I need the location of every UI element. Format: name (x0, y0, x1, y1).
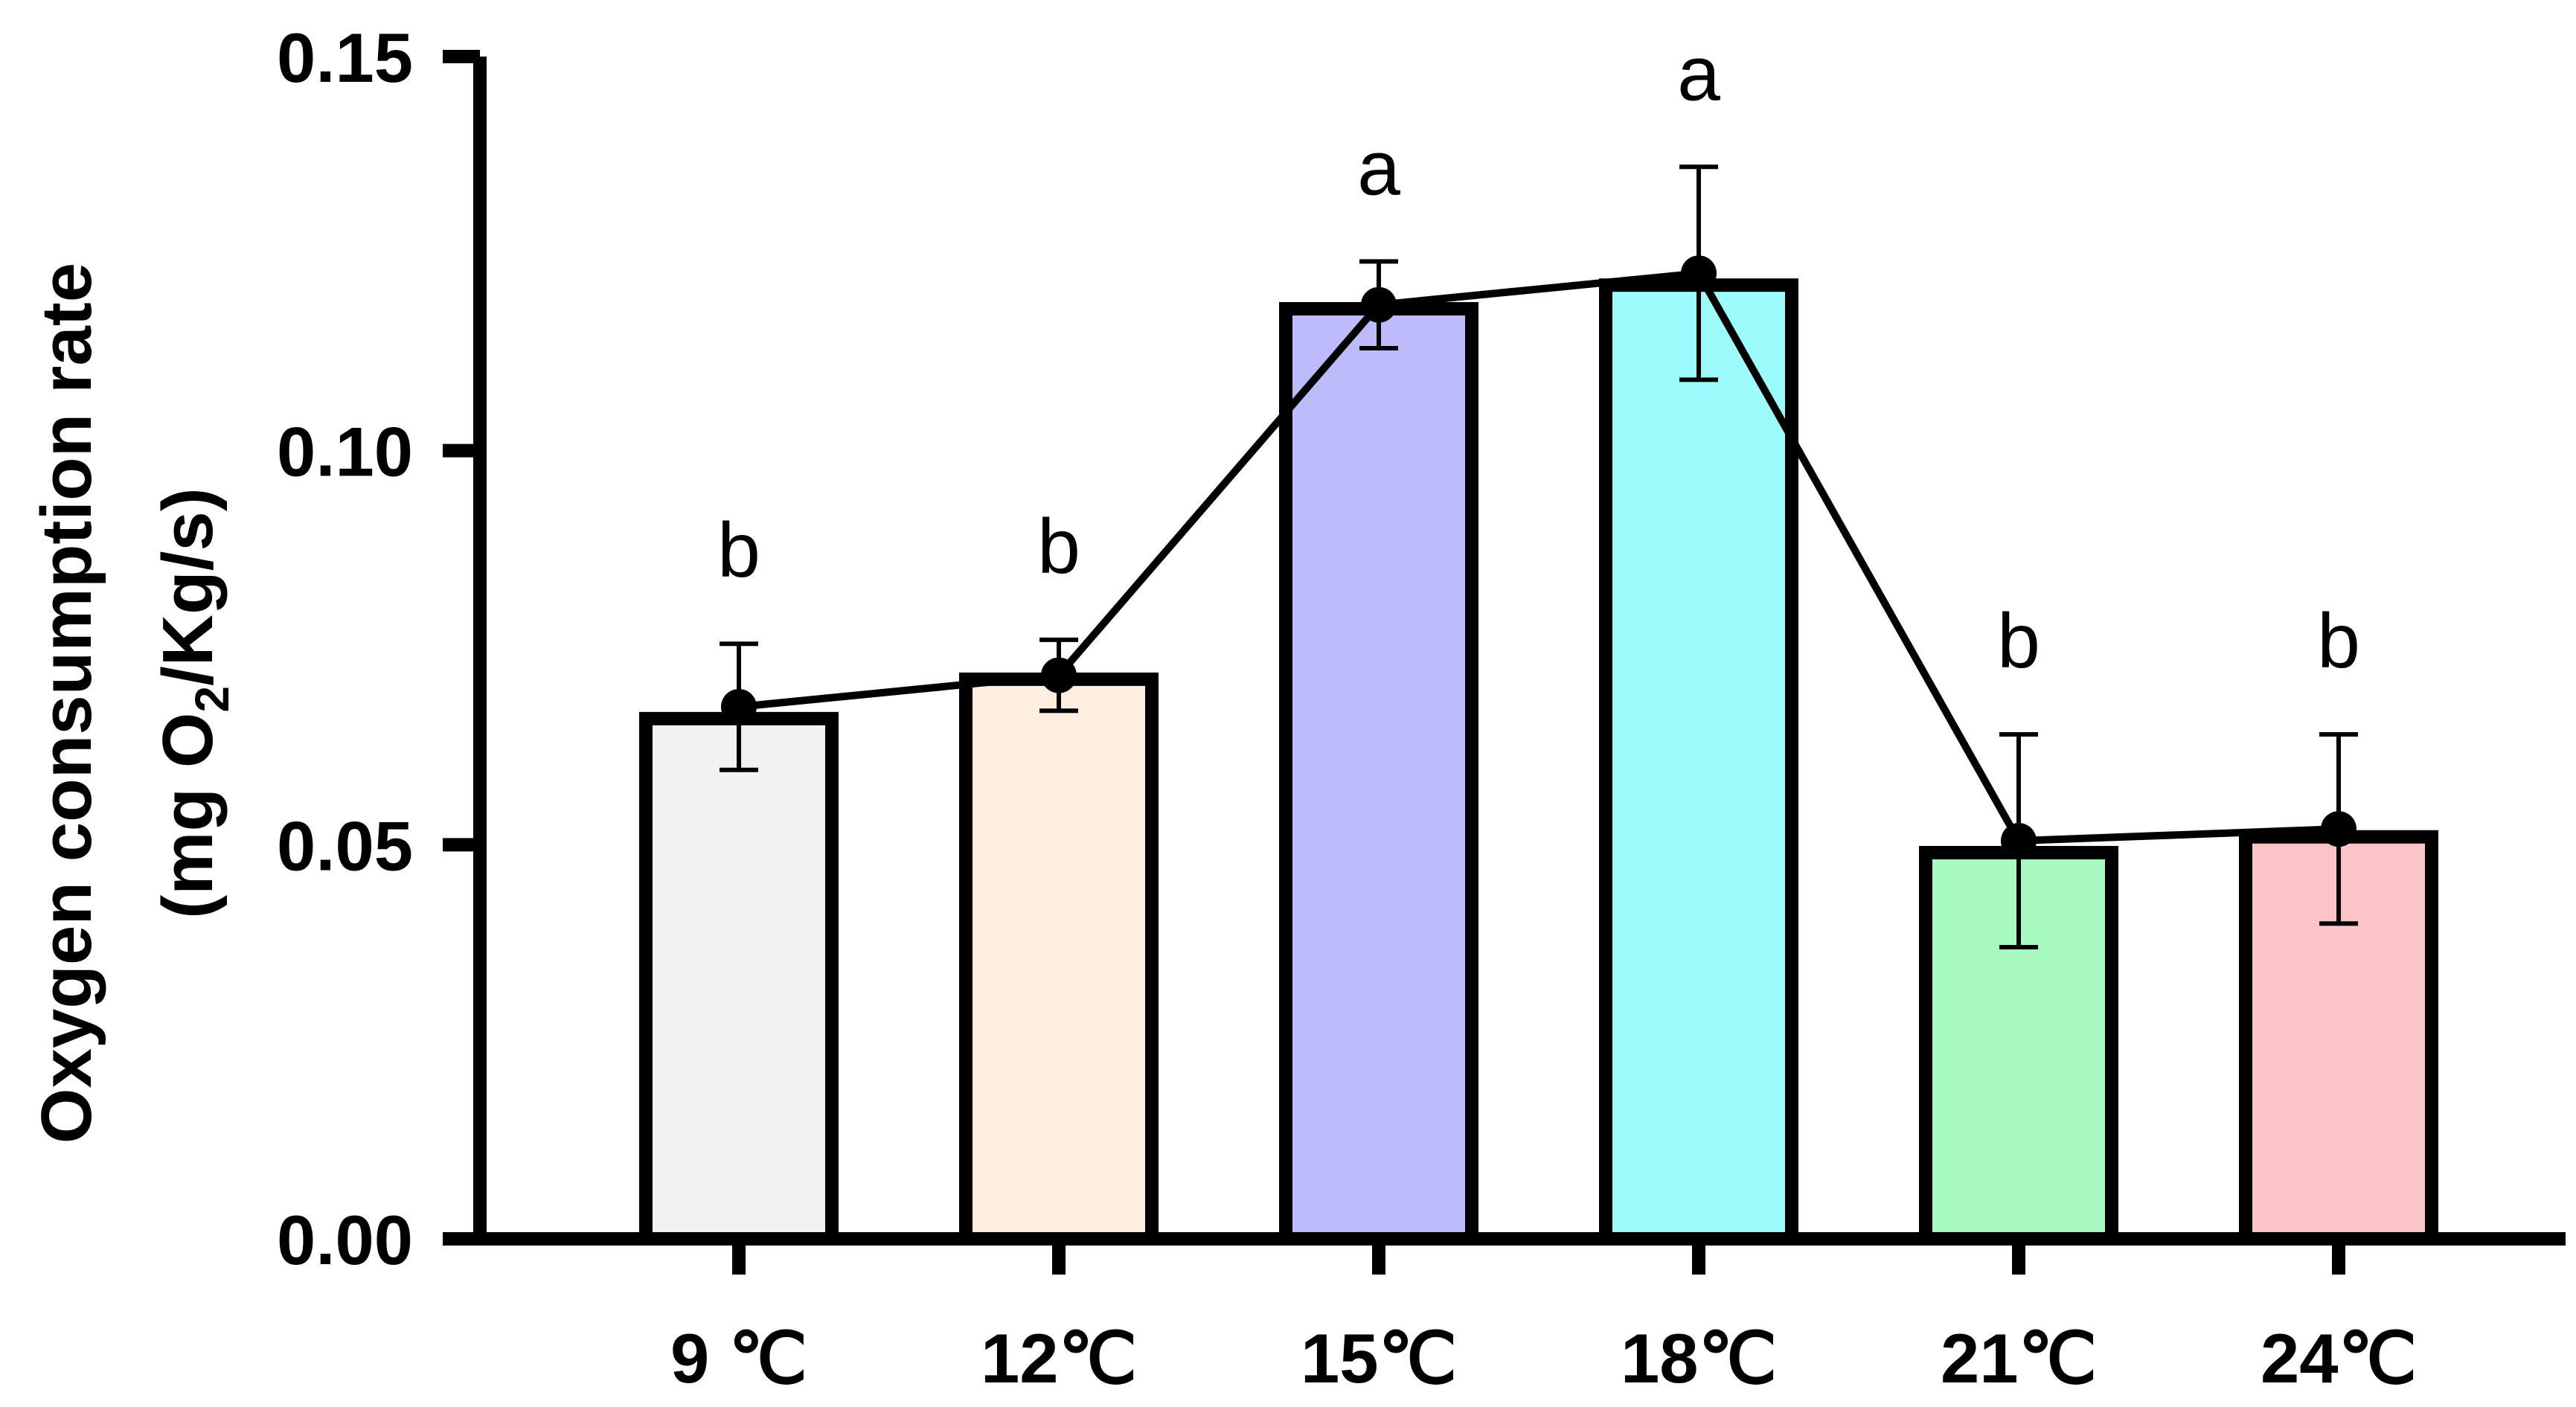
bar-2 (1279, 301, 1478, 1246)
bars (639, 278, 2438, 1246)
y-tick-label-2: 0.10 (277, 413, 413, 491)
y-tick-label-0: 0.00 (277, 1201, 413, 1279)
error-bar-2 (1359, 259, 1398, 350)
x-tick-label-5: 24℃ (2261, 1319, 2417, 1397)
y-axis-label-line1: Oxygen consumption rate (27, 263, 106, 1144)
significance-label-0: b (717, 507, 760, 594)
y-axis-label: Oxygen consumption rate (mg O2/Kg/s) (27, 263, 239, 1144)
y-axis-label-line2-suffix: /Kg/s) (148, 487, 228, 686)
error-bar-5 (2319, 732, 2358, 926)
axes (443, 50, 2566, 1275)
x-tick-label-3: 18℃ (1621, 1319, 1777, 1397)
error-bar-0 (720, 641, 758, 772)
x-tick-label-2: 15℃ (1301, 1319, 1457, 1397)
y-axis-label-line2-prefix: (mg O (148, 712, 228, 918)
error-bar-3 (1679, 164, 1718, 382)
significance-label-4: b (1997, 598, 2040, 685)
bar-3 (1599, 278, 1798, 1246)
labels: 0.00 0.05 0.10 0.15 9 ℃ 12℃ 15℃ 18℃ 21℃ 24℃ b b a a b b (277, 19, 2417, 1397)
trend-line (738, 269, 2339, 845)
y-axis-label-line1-text: Oxygen consumption rate (27, 263, 106, 1144)
significance-label-5: b (2317, 598, 2360, 685)
x-tick-label-1: 12℃ (981, 1319, 1137, 1397)
bar-1 (959, 672, 1159, 1246)
error-bar-4 (1999, 732, 2038, 950)
y-axis-label-line2: (mg O2/Kg/s) (148, 487, 239, 919)
x-tick-label-0: 9 ℃ (670, 1319, 807, 1397)
x-tick-label-4: 21℃ (1941, 1319, 2097, 1397)
trend-line-group (721, 255, 2356, 859)
error-bar-1 (1039, 637, 1078, 714)
y-axis-label-line2-subscript: 2 (185, 686, 239, 713)
y-tick-label-1: 0.05 (277, 807, 413, 885)
significance-label-2: a (1357, 125, 1400, 211)
error-bars (720, 164, 2358, 950)
bar-0 (639, 711, 839, 1246)
y-tick-label-3: 0.15 (277, 19, 413, 97)
significance-label-1: b (1037, 504, 1080, 590)
significance-label-3: a (1677, 31, 1720, 117)
